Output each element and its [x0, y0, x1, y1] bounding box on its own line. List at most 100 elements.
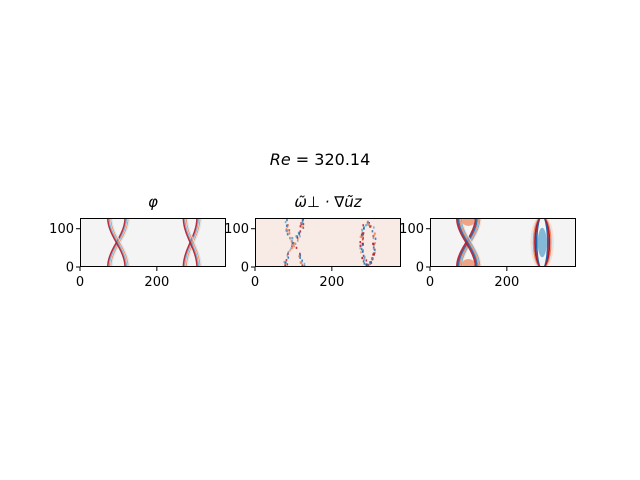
suptitle-equals: = — [290, 150, 315, 169]
panel-1-xtick-label-1: 0 — [76, 275, 84, 290]
panel-2-feature-2-speck-29 — [362, 224, 364, 227]
panel-2-feature-2-speck-16 — [372, 253, 374, 256]
panel-2-feature-2-speck-36 — [360, 233, 363, 236]
panel-2-feature-1-speck-74 — [284, 264, 286, 267]
panel-2-feature-2-speck-28 — [361, 232, 364, 235]
panel-2-feature-2-speck-80 — [370, 261, 373, 264]
panel-3-background — [430, 218, 576, 267]
panel-1-feature-2-strand-2-layer-1 — [182, 218, 198, 267]
panel-2-feature-1-speck-77 — [300, 261, 303, 264]
panel-2-feature-2-speck-21 — [363, 225, 365, 229]
panel-2-feature-1-speck-58 — [299, 254, 302, 257]
panel-3-frame — [430, 218, 576, 267]
panel-2-feature-2-speck-62 — [363, 227, 365, 230]
panel-2-feature-1-speck-83 — [301, 219, 304, 222]
panel-2-feature-2-speck-81 — [373, 232, 376, 235]
panel-2-feature-1-speck-64 — [298, 233, 300, 236]
panel-2-feature-2-speck-89 — [374, 248, 376, 251]
panel-2-ytick-label-1: 0 — [241, 261, 249, 276]
panel-2-feature-2-speck-69 — [372, 245, 375, 248]
panel-2-feature-1-speck-7 — [287, 250, 290, 254]
panel-3-feature-1-strand-2-layer-3 — [459, 218, 480, 267]
panel-2-xtick-label-1: 0 — [251, 275, 259, 290]
panel-3-feature-1-strand-2-layer-4 — [460, 218, 481, 267]
panel-2-feature-1-speck-14 — [285, 259, 288, 262]
panel-2-feature-2-speck-2 — [365, 259, 368, 262]
panel-3-feature-2-core — [537, 227, 547, 258]
panel-2-feature-2-speck-46 — [372, 236, 375, 240]
panel-2-feature-1-speck-47 — [284, 220, 287, 224]
panel-2-feature-2-speck-35 — [373, 248, 375, 251]
panel-2-feature-1-speck-76 — [297, 238, 299, 241]
panel-2-xtick-label-2: 200 — [319, 275, 344, 290]
panel-2-feature-1-speck-11 — [298, 255, 300, 258]
panel-2-feature-2-speck-56 — [359, 235, 362, 238]
panel-3-feature-2-ring-5 — [530, 218, 554, 267]
panel-2-feature-2-speck-9 — [366, 223, 368, 226]
panel-2-feature-2-speck-82 — [361, 250, 364, 253]
panel-2-feature-2-speck-57 — [374, 242, 376, 245]
panel-2-feature-1-speck-45 — [299, 261, 302, 265]
panel-1-ytick-label-2: 100 — [49, 222, 74, 237]
panel-2-feature-2-speck-37 — [362, 254, 365, 257]
panel-2-feature-1-speck-60 — [286, 263, 289, 266]
panel-2-feature-2-speck-58 — [361, 256, 363, 260]
panel-2-feature-1-speck-30 — [289, 249, 291, 252]
figure-suptitle: Re = 320.14 — [0, 150, 640, 169]
panel-2-feature-2-speck-79 — [362, 233, 364, 236]
panel-2-feature-1-speck-54 — [295, 235, 298, 238]
panel-2-feature-1-speck-70 — [286, 233, 289, 236]
panel-2-feature-2-speck-73 — [362, 243, 364, 247]
panel-2-feature-2-speck-4 — [369, 261, 371, 264]
panel-2-feature-2-speck-87 — [369, 225, 371, 228]
panel-2-feature-1-speck-24 — [286, 219, 288, 222]
panel-2-feature-2-speck-77 — [361, 236, 364, 239]
panel-2-feature-2-speck-53 — [362, 249, 364, 252]
panel-3-feature-1-strand-2-layer-5 — [462, 218, 482, 267]
panel-2-feature-1-speck-5 — [302, 226, 305, 229]
panel-2-feature-2-speck-76 — [361, 229, 364, 232]
panel-2-feature-2-speck-52 — [370, 225, 373, 228]
panel-2-feature-2-speck-19 — [367, 263, 370, 267]
panel-2-feature-1-speck-35 — [285, 261, 287, 264]
panel-2-feature-2-speck-88 — [365, 263, 367, 266]
panel-2-feature-1-speck-55 — [299, 256, 301, 259]
panel-2-field — [255, 218, 401, 267]
panel-2-feature-1-speck-41 — [285, 227, 288, 231]
panel-2-feature-2-speck-85 — [363, 262, 366, 265]
panel-1-feature-2-strand-2-layer-2 — [184, 218, 199, 267]
panel-2-feature-1-speck-42 — [292, 243, 295, 246]
panel-1-ytick-label-1: 0 — [66, 261, 74, 276]
panel-2-feature-1-speck-49 — [286, 224, 289, 227]
panel-2-feature-2-speck-83 — [367, 220, 369, 223]
panel-2-feature-1-speck-72 — [287, 252, 289, 255]
panel-2-feature-2-speck-74 — [367, 222, 370, 226]
panel-2-feature-2-speck-14 — [360, 251, 362, 254]
panel-2-feature-1-speck-36 — [303, 262, 306, 266]
panel-2-feature-2-speck-72 — [362, 232, 365, 235]
panel-2-feature-2-speck-5 — [360, 245, 363, 248]
panel-2-feature-1-speck-32 — [290, 247, 292, 250]
panel-2-feature-2-speck-78 — [373, 234, 375, 237]
panel-2-feature-1-speck-57 — [293, 245, 296, 248]
panel-2-feature-1-speck-66 — [291, 241, 294, 245]
panel-2-feature-2-speck-22 — [365, 224, 367, 227]
panel-3-feature-2-ring-1 — [535, 218, 549, 267]
panel-3-ytick-label-2: 100 — [399, 222, 424, 237]
panel-2-feature-1-speck-53 — [285, 224, 288, 227]
panel-1-title: φ — [148, 193, 158, 211]
panel-2-feature-2-speck-44 — [372, 242, 375, 246]
panel-2-feature-1-speck-88 — [291, 246, 294, 250]
panel-2-feature-1-speck-84 — [287, 256, 290, 259]
panel-2-feature-1-speck-82 — [298, 231, 301, 235]
panel-3-feature-2-ring-3 — [532, 218, 552, 267]
panel-2-title: ω̃⊥ · ∇ũz — [294, 193, 362, 211]
panel-2-ytick-label-2: 100 — [224, 222, 249, 237]
panel-2-feature-1-speck-65 — [295, 246, 298, 249]
panel-3-feature-2-ring-4 — [531, 218, 553, 267]
suptitle-value: 320.14 — [314, 150, 371, 169]
panel-2-feature-2-speck-86 — [362, 260, 365, 263]
panel-2-feature-1-speck-61 — [284, 261, 286, 264]
panel-2-feature-2-speck-39 — [363, 257, 365, 260]
panel-2-feature-2-speck-75 — [362, 237, 364, 240]
